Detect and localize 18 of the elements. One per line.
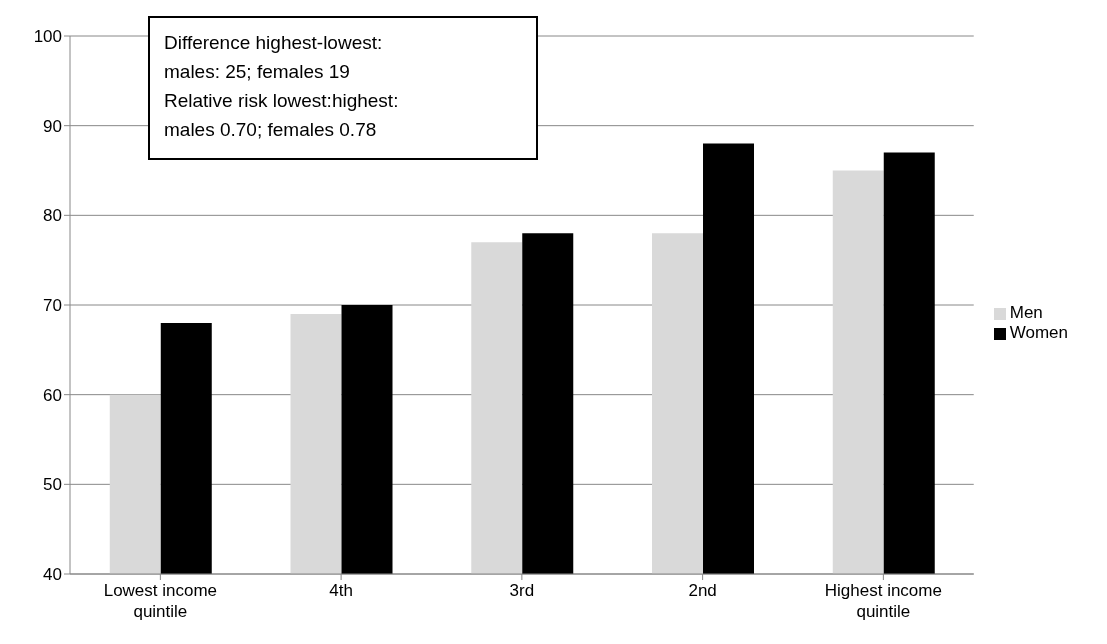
x-tick-label: Highest income quintile bbox=[824, 581, 942, 621]
x-tick-label: 2nd bbox=[688, 581, 717, 600]
y-tick-label: 90 bbox=[43, 116, 62, 136]
annotation: Difference highest-lowest: bbox=[164, 31, 384, 55]
y-tick-label: 80 bbox=[43, 206, 62, 226]
y-tick-label: 40 bbox=[43, 565, 62, 585]
legend-label: Women bbox=[1009, 323, 1068, 342]
y-tick-label: 100 bbox=[33, 27, 62, 47]
x-tick-label: 4th bbox=[329, 581, 353, 600]
y-tick-label: 70 bbox=[43, 296, 62, 316]
legend-label: Men bbox=[1009, 303, 1043, 322]
annotation: males 0.70; females 0.78 bbox=[164, 118, 378, 142]
y-tick-label: 60 bbox=[43, 385, 62, 405]
annotation: Relative risk lowest:highest: bbox=[164, 89, 400, 113]
x-tick-label: 3rd bbox=[509, 581, 535, 600]
annotation: males: 25; females 19 bbox=[164, 60, 351, 84]
x-tick-label: Lowest income quintile bbox=[103, 581, 218, 621]
y-tick-label: 50 bbox=[43, 475, 62, 495]
